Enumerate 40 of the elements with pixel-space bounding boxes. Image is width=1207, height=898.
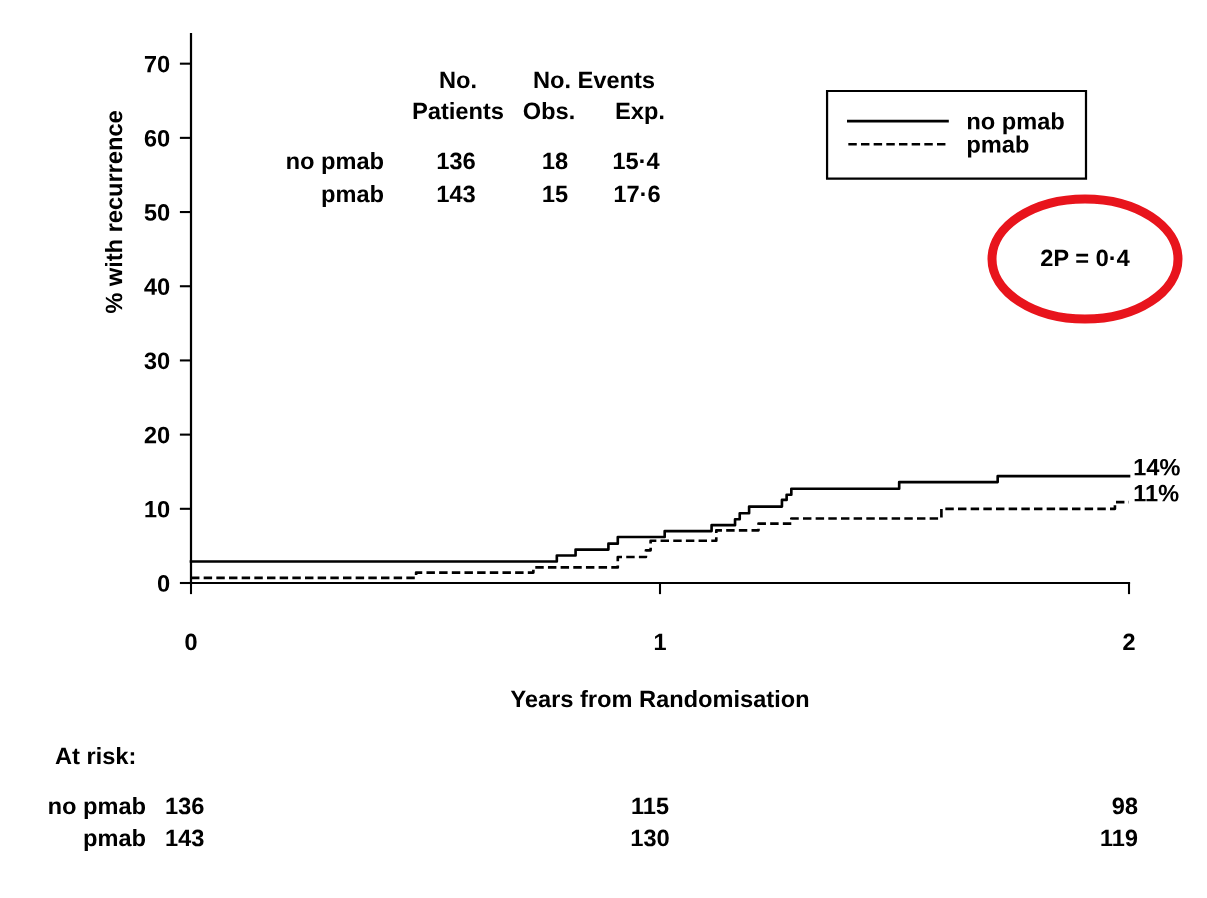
text: no pmab: [49, 796, 146, 820]
annotation: 143: [437, 185, 475, 203]
annotation: Exp.: [616, 102, 664, 124]
text: 136: [166, 797, 204, 815]
y-tick-label: 10: [145, 500, 170, 518]
text: 98: [1112, 797, 1138, 815]
text: pmab: [84, 828, 146, 852]
annotation: No. Events: [534, 71, 655, 89]
x-tick-label: 2: [1123, 633, 1135, 651]
x-tick-label: 1: [654, 633, 666, 651]
y-tick-label: 0: [157, 575, 170, 592]
annotation: 136: [437, 152, 475, 170]
x-axis-title: Years from Randomisation: [510, 690, 809, 708]
legend-label: no pmab: [967, 112, 1064, 135]
text: 119: [1101, 829, 1138, 847]
annotation: 15·4: [613, 152, 660, 170]
y-tick-label: 60: [144, 129, 170, 147]
x-tick-label: 0: [185, 633, 197, 651]
text: 143: [166, 829, 204, 847]
annotation: Patients: [413, 102, 503, 120]
annotation: 2P = 0·4: [1041, 249, 1130, 267]
y-tick-label: 50: [144, 204, 170, 221]
annotation: 11%: [1134, 484, 1179, 502]
annotation: 14%: [1134, 458, 1180, 476]
y-tick-label: 40: [144, 278, 170, 296]
annotation: no pmab: [287, 152, 384, 175]
y-tick-label: 30: [144, 352, 170, 370]
y-axis-title: % with recurrence: [104, 111, 123, 314]
text: 115: [632, 797, 669, 815]
annotation: 18: [543, 152, 568, 170]
legend-label: pmab: [967, 135, 1029, 158]
annotation: pmab: [322, 185, 384, 207]
annotation: 17·6: [614, 185, 660, 203]
y-tick-label: 20: [144, 426, 170, 444]
y-tick-label: 70: [144, 55, 170, 73]
text: 130: [631, 829, 669, 847]
text: At risk:: [55, 746, 135, 765]
annotation: Obs.: [523, 102, 574, 120]
annotation: 15: [543, 185, 568, 203]
annotation: No.: [440, 71, 476, 89]
